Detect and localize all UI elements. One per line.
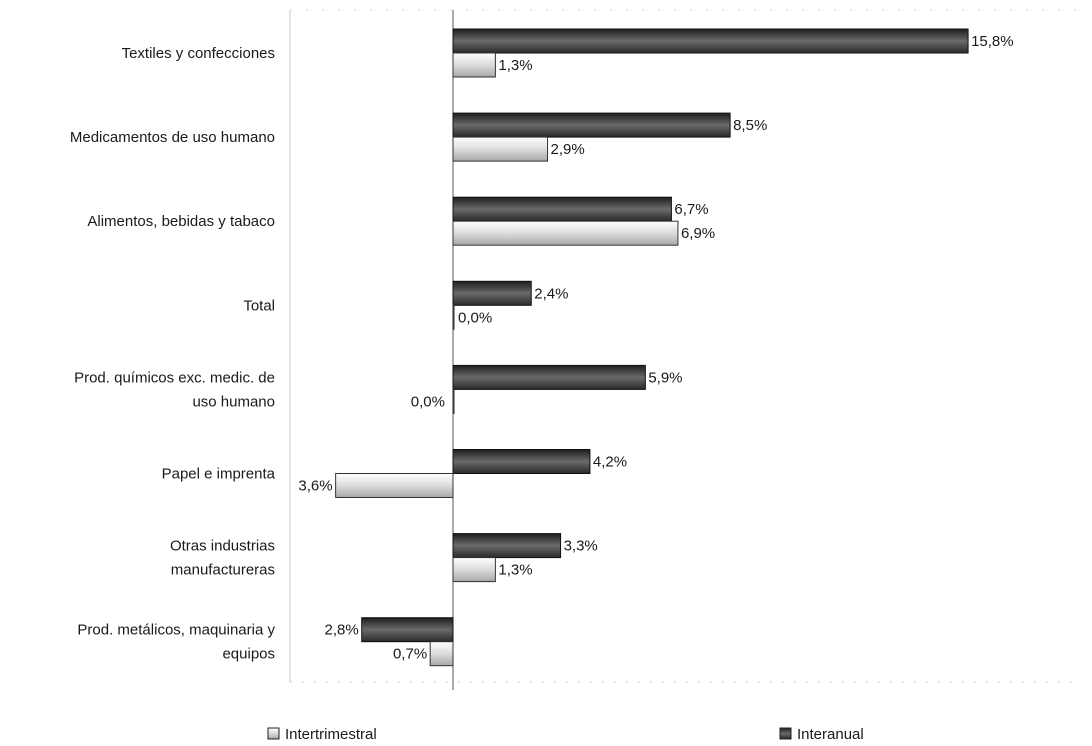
bar-intertrimestral-total: [452, 304, 455, 330]
legend-swatch-interanual: [779, 727, 792, 740]
value-label-interanual-papel-e-imprenta: 4,2%: [593, 454, 627, 471]
bars-group: [335, 28, 969, 667]
bar-intertrimestral-alimentos-bebidas-y-tabaco: [452, 220, 679, 246]
value-label-interanual-textiles-y-confecciones: 15,8%: [971, 33, 1014, 50]
bar-interanual-prod-metalicos-maquinaria-y-equipos: [361, 617, 454, 643]
category-label-prod-quimicos-exc-medic-de-uso-humano-line-2: uso humano: [192, 393, 275, 410]
bar-interanual-alimentos-bebidas-y-tabaco: [452, 196, 672, 222]
value-label-intertrimestral-otras-industrias-manufactureras: 1,3%: [498, 562, 532, 579]
bar-interanual-prod-quimicos-exc-medic-de-uso-humano: [452, 364, 646, 390]
value-label-interanual-alimentos-bebidas-y-tabaco: 6,7%: [674, 201, 708, 218]
bar-interanual-otras-industrias-manufactureras: [452, 533, 562, 559]
category-label-prod-quimicos-exc-medic-de-uso-humano-line-1: Prod. químicos exc. medic. de: [74, 369, 275, 386]
value-label-interanual-total: 2,4%: [534, 285, 568, 302]
category-label-prod-metalicos-maquinaria-y-equipos-line-1: Prod. metálicos, maquinaria y: [77, 622, 275, 639]
value-label-interanual-medicamentos-de-uso-humano: 8,5%: [733, 117, 767, 134]
value-label-interanual-prod-metalicos-maquinaria-y-equipos: 2,8%: [325, 622, 359, 639]
category-label-textiles-y-confecciones: Textiles y confecciones: [122, 45, 275, 62]
value-label-intertrimestral-alimentos-bebidas-y-tabaco: 6,9%: [681, 225, 715, 242]
axes: [289, 9, 1080, 690]
bar-interanual-papel-e-imprenta: [452, 449, 591, 474]
value-label-intertrimestral-textiles-y-confecciones: 1,3%: [498, 57, 532, 74]
bar-intertrimestral-prod-quimicos-exc-medic-de-uso-humano: [452, 388, 455, 414]
value-label-interanual-otras-industrias-manufactureras: 3,3%: [564, 538, 598, 555]
category-label-prod-metalicos-maquinaria-y-equipos-line-2: equipos: [222, 646, 275, 663]
legend-swatch-intertrimestral: [267, 727, 280, 740]
category-label-otras-industrias-manufactureras-line-2: manufactureras: [171, 562, 275, 579]
value-label-intertrimestral-prod-metalicos-maquinaria-y-equipos: 0,7%: [393, 646, 427, 663]
value-label-interanual-prod-quimicos-exc-medic-de-uso-humano: 5,9%: [648, 369, 682, 386]
value-label-intertrimestral-total: 0,0%: [458, 309, 492, 326]
bar-intertrimestral-textiles-y-confecciones: [452, 52, 496, 78]
value-label-intertrimestral-papel-e-imprenta: 3,6%: [298, 478, 332, 495]
legend-label-interanual: Interanual: [797, 726, 864, 743]
bar-intertrimestral-prod-metalicos-maquinaria-y-equipos: [429, 641, 454, 667]
bar-interanual-medicamentos-de-uso-humano: [452, 112, 731, 138]
category-label-medicamentos-de-uso-humano: Medicamentos de uso humano: [70, 129, 275, 146]
category-label-papel-e-imprenta: Papel e imprenta: [162, 466, 276, 483]
bar-interanual-total: [452, 280, 532, 306]
category-label-alimentos-bebidas-y-tabaco: Alimentos, bebidas y tabaco: [87, 213, 275, 230]
bar-interanual-textiles-y-confecciones: [452, 28, 969, 54]
value-labels-group: 15,8% 1,3% 8,5% 2,9% 6,7% 6,9% 2,4% 0,0% 5,9% 0,0…: [298, 33, 1013, 663]
value-label-intertrimestral-medicamentos-de-uso-humano: 2,9%: [551, 141, 585, 158]
category-labels-group: Textiles y confecciones Medicamentos de u…: [70, 45, 276, 663]
bar-intertrimestral-otras-industrias-manufactureras: [452, 557, 496, 583]
legend: Intertrimestral Interanual: [267, 726, 864, 743]
value-label-intertrimestral-prod-quimicos-exc-medic-de-uso-humano: 0,0%: [411, 393, 445, 410]
bar-intertrimestral-medicamentos-de-uso-humano: [452, 136, 549, 162]
category-label-otras-industrias-manufactureras-line-1: Otras industrias: [170, 538, 275, 555]
bar-intertrimestral-papel-e-imprenta: [335, 473, 454, 498]
legend-label-intertrimestral: Intertrimestral: [285, 726, 377, 743]
category-label-total: Total: [243, 297, 275, 314]
